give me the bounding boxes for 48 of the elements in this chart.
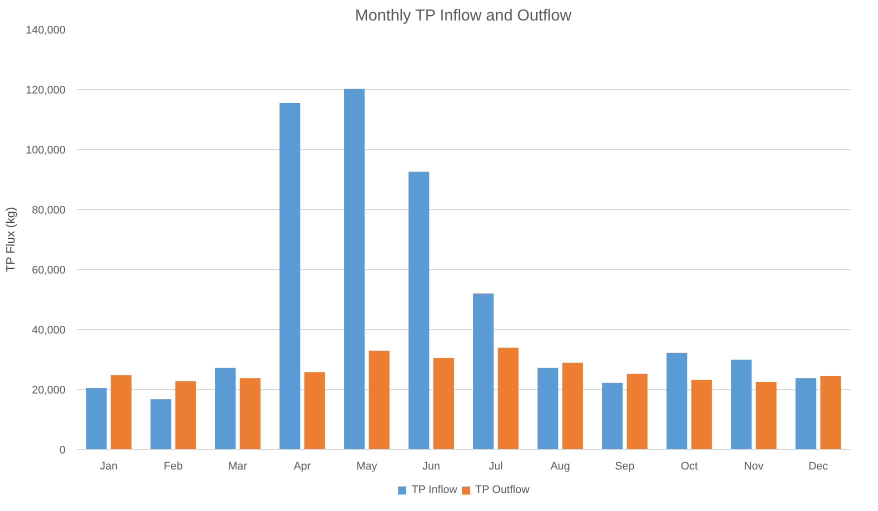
- bar: [110, 375, 132, 450]
- bar: [86, 388, 107, 450]
- bar: [731, 360, 752, 450]
- bar: [820, 376, 841, 450]
- bar: [538, 368, 558, 450]
- bar: [344, 88, 365, 450]
- bar: [473, 294, 494, 450]
- y-tick-label: 20,000: [32, 384, 66, 396]
- x-tick-label: Nov: [744, 460, 764, 472]
- bar: [304, 372, 325, 450]
- bar: [368, 350, 390, 450]
- y-tick-label: 100,000: [26, 144, 66, 156]
- chart-title: Monthly TP Inflow and Outflow: [355, 8, 572, 24]
- x-tick-label: Apr: [294, 460, 312, 472]
- bar: [796, 378, 816, 450]
- x-tick-label: Jul: [488, 460, 503, 472]
- bar: [562, 362, 583, 450]
- y-tick-label: 60,000: [32, 264, 66, 276]
- x-tick-label: Sep: [614, 460, 635, 472]
- y-axis-title: TP Flux (kg): [4, 207, 18, 272]
- x-tick-label: Dec: [808, 460, 829, 472]
- bar: [175, 381, 196, 450]
- bar: [602, 382, 623, 450]
- bar: [150, 399, 172, 450]
- bar: [215, 368, 236, 450]
- bar: [756, 382, 776, 450]
- y-tick-label: 140,000: [26, 24, 66, 36]
- legend-label: TP Outflow: [475, 484, 530, 496]
- x-tick-label: May: [356, 460, 378, 472]
- bar: [691, 380, 712, 450]
- x-tick-label: Jun: [422, 460, 440, 472]
- y-tick-label: 40,000: [32, 324, 66, 336]
- x-tick-label: Mar: [228, 460, 248, 472]
- x-tick-label: Oct: [680, 460, 698, 472]
- y-tick-label: 80,000: [32, 204, 66, 216]
- x-tick-label: Jan: [100, 460, 118, 472]
- bar: [666, 352, 688, 450]
- y-tick-label: 120,000: [26, 84, 66, 96]
- x-tick-label: Aug: [550, 460, 570, 472]
- legend-label: TP Inflow: [412, 484, 458, 496]
- bar: [280, 103, 300, 450]
- x-tick-label: Feb: [164, 460, 183, 472]
- bar: [408, 172, 430, 450]
- bar: [626, 374, 648, 450]
- y-tick-label: 0: [59, 444, 66, 456]
- bar: [433, 358, 454, 450]
- bar: [498, 348, 518, 450]
- bar: [240, 378, 260, 450]
